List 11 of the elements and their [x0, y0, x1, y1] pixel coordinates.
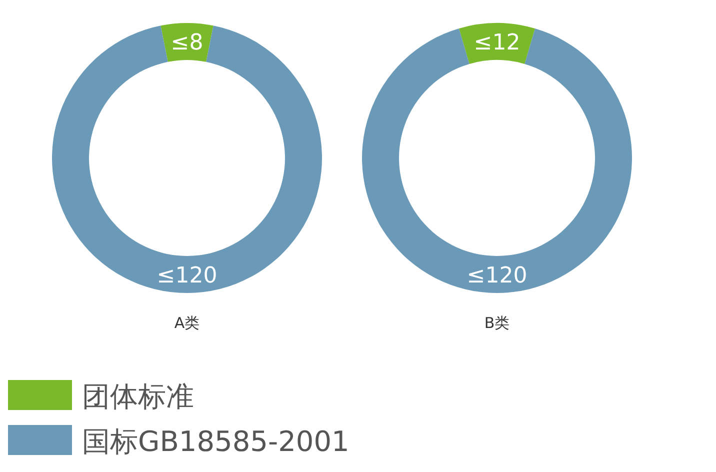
donut-slice [52, 26, 322, 293]
text: B类 [484, 314, 510, 332]
donut-slice [362, 28, 632, 293]
data-label: ≤120 [156, 264, 218, 288]
text: A类 [174, 314, 200, 332]
donut-slice [458, 23, 536, 64]
data-label: ≤12 [474, 30, 520, 56]
legend-label: 国标GB18585-2001 [82, 425, 350, 458]
legend-label: 团体标准 [82, 380, 194, 413]
data-label: ≤8 [170, 30, 204, 56]
data-label: ≤120 [466, 264, 528, 288]
